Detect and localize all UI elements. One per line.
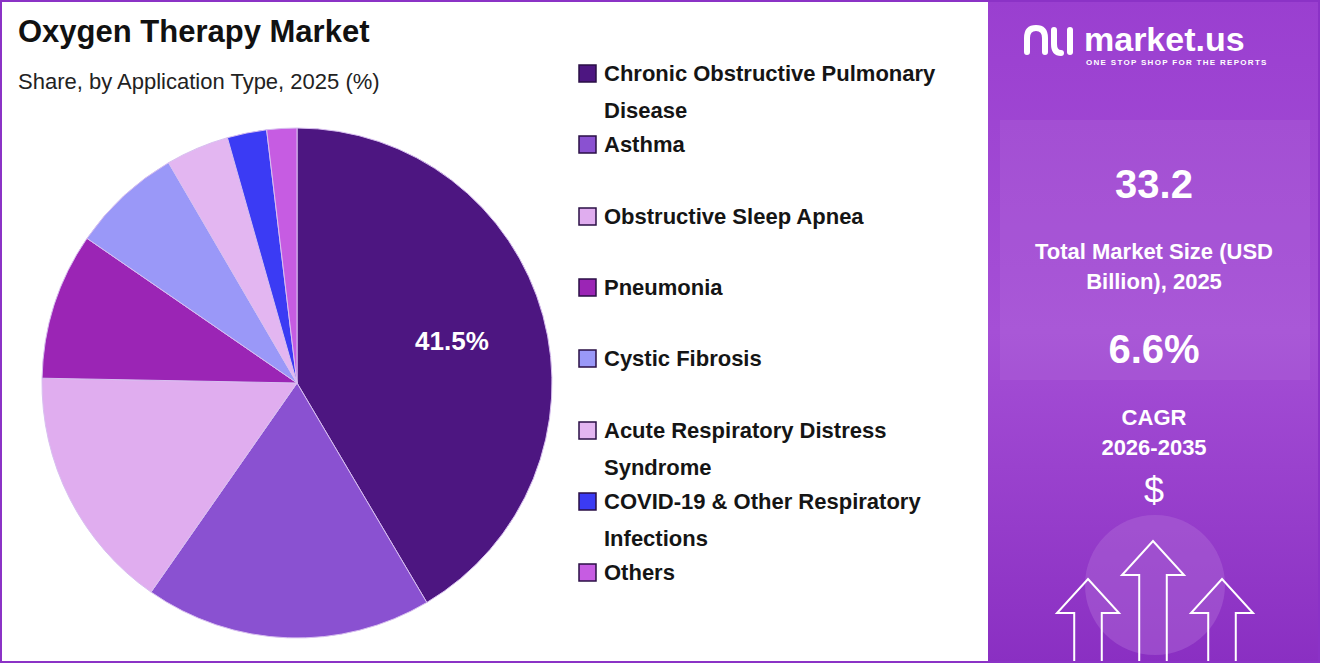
text-line: Syndrome: [604, 455, 712, 480]
logo-icon: [1067, 30, 1073, 52]
page: Oxygen Therapy Market Share, by Applicati…: [0, 0, 1320, 663]
currency: $: [1144, 470, 1164, 511]
pie-slice: [42, 378, 297, 592]
legend-swatch: [579, 208, 596, 225]
text-line: Pneumonia: [604, 275, 723, 300]
legend-label: COVID-19 & Other Respiratory Infections: [604, 489, 921, 551]
pie-slice: [267, 128, 297, 383]
text-line: Others: [604, 560, 675, 585]
legend-swatch: [579, 564, 596, 581]
cagr-label: CAGR 2026-2035: [1101, 405, 1206, 460]
cagr: 6.6%: [1108, 327, 1199, 371]
text-line: Chronic Obstructive Pulmonary: [604, 61, 936, 86]
text-line: Infections: [604, 526, 708, 551]
legend: Chronic Obstructive Pulmonary Disease Asth…: [579, 61, 936, 585]
text-line: Billion), 2025: [1086, 269, 1222, 294]
legend-swatch: [579, 350, 596, 367]
legend-swatch: [579, 493, 596, 510]
logo: market.usONE STOP SHOP FOR THE REPORTS: [1027, 20, 1268, 67]
market-size: 33.2: [1115, 162, 1193, 206]
text-line: Total Market Size (USD: [1035, 239, 1273, 264]
text-line: COVID-19 & Other Respiratory: [604, 489, 921, 514]
market-size-label: Total Market Size (USD Billion), 2025: [1035, 239, 1273, 294]
panel-background: [988, 0, 1320, 663]
legend-label: Others: [604, 560, 675, 585]
text-line: CAGR: [1122, 405, 1187, 430]
legend-swatch: [579, 136, 596, 153]
logo-icon: [1054, 30, 1061, 53]
brand: market.us: [1084, 20, 1245, 58]
title: Oxygen Therapy Market: [18, 14, 369, 49]
legend-label: Asthma: [604, 132, 685, 157]
logo-icon: [1027, 28, 1045, 52]
background: [0, 0, 1320, 663]
text-line: Acute Respiratory Distress: [604, 418, 886, 443]
frame: [1, 1, 1319, 662]
pie: [42, 128, 552, 638]
legend-label: Acute Respiratory Distress Syndrome: [604, 418, 886, 480]
text-line: Cystic Fibrosis: [604, 346, 762, 371]
arrow-decoration: [1122, 541, 1184, 663]
legend-swatch: [579, 422, 596, 439]
text-line: Asthma: [604, 132, 685, 157]
legend-label: Pneumonia: [604, 275, 723, 300]
text-line: Obstructive Sleep Apnea: [604, 204, 864, 229]
decoration: [1000, 120, 1310, 380]
text-line: Disease: [604, 98, 687, 123]
legend-label: Obstructive Sleep Apnea: [604, 204, 864, 229]
side-panel: market.usONE STOP SHOP FOR THE REPORTS 33…: [988, 0, 1320, 663]
decoration: [1085, 515, 1225, 655]
legend-swatch: [579, 279, 596, 296]
subtitle: Share, by Application Type, 2025 (%): [18, 69, 380, 94]
arrow-decoration: [1191, 579, 1253, 663]
legend-label: Chronic Obstructive Pulmonary Disease: [604, 61, 936, 123]
legend-label: Cystic Fibrosis: [604, 346, 762, 371]
tagline: ONE STOP SHOP FOR THE REPORTS: [1086, 58, 1268, 67]
legend-swatch: [579, 65, 596, 82]
data-label: 41.5%: [415, 326, 489, 356]
arrow-decoration: [1057, 579, 1119, 663]
text-line: 2026-2035: [1101, 435, 1206, 460]
